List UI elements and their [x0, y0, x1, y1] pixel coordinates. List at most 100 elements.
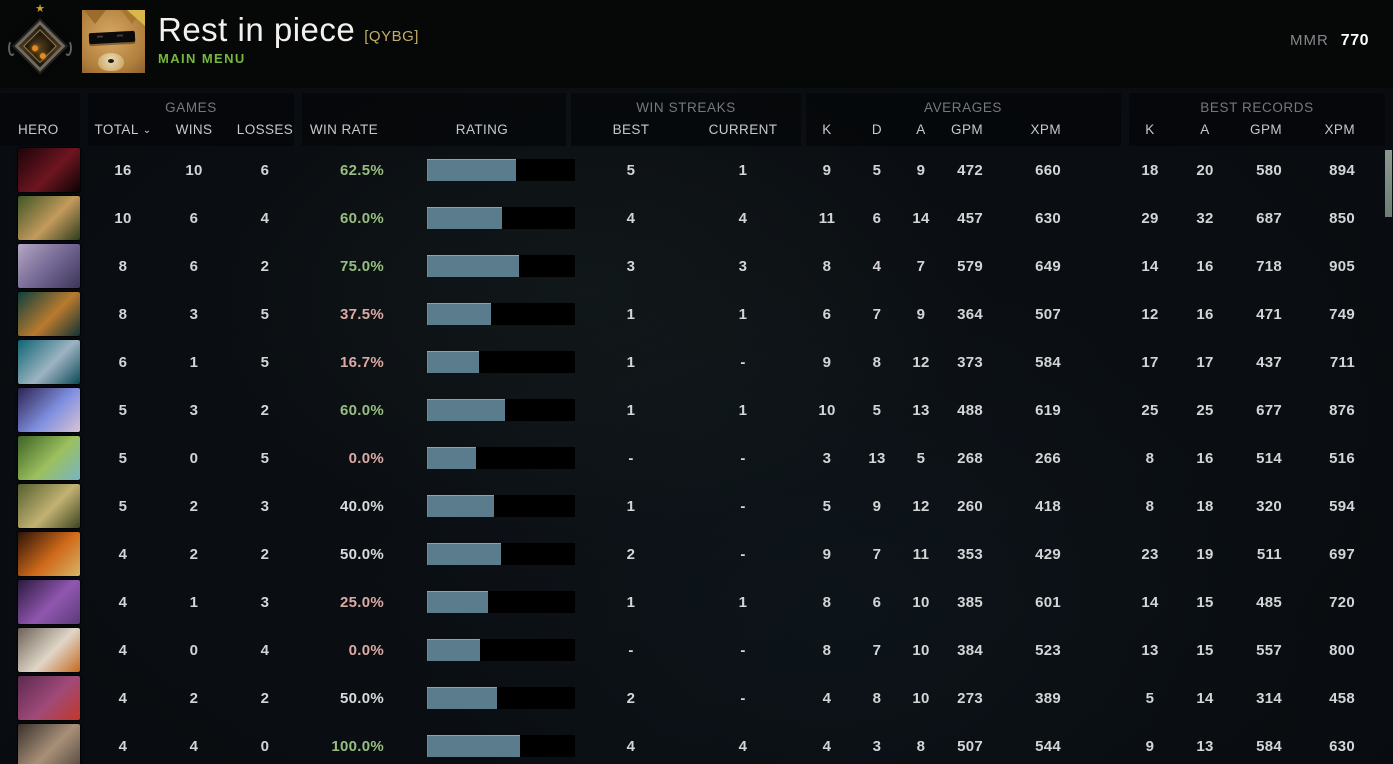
record-gpm-value: 314 — [1256, 689, 1282, 707]
col-header-win-rate[interactable]: WIN RATE — [309, 122, 379, 137]
wins-value: 1 — [189, 593, 199, 611]
hero-row-kunkka[interactable]: 4 4 0 100.0% 4 4 4 3 8 507 544 9 13 584 … — [0, 722, 1393, 764]
win-rate-value: 50.0% — [339, 545, 384, 563]
avg-kills-value: 3 — [822, 449, 832, 467]
best-streak-value: 1 — [626, 497, 636, 515]
hero-row-juggernaut[interactable]: 4 0 4 0.0% - - 8 7 10 384 523 13 15 557 … — [0, 626, 1393, 674]
col-header-gpm[interactable]: GPM — [951, 122, 983, 137]
col-header-rating[interactable]: RATING — [455, 122, 509, 137]
losses-value: 3 — [260, 593, 270, 611]
wins-value: 1 — [189, 353, 199, 371]
avg-xpm-value: 601 — [1035, 593, 1061, 611]
hero-portrait-anti-mage[interactable] — [18, 244, 80, 288]
record-assists-value: 13 — [1196, 737, 1214, 755]
rating-bar — [427, 591, 575, 613]
avatar-corner-decor — [127, 10, 145, 26]
hero-portrait-pudge[interactable] — [18, 484, 80, 528]
hero-row-sven[interactable]: 6 1 5 16.7% 1 - 9 8 12 373 584 17 17 437… — [0, 338, 1393, 386]
avg-gpm-value: 260 — [957, 497, 983, 515]
col-header-record-gpm[interactable]: GPM — [1250, 122, 1282, 137]
avg-xpm-value: 630 — [1035, 209, 1061, 227]
avg-xpm-value: 389 — [1035, 689, 1061, 707]
hero-row-faceless-void[interactable]: 4 1 3 25.0% 1 1 8 6 10 385 601 14 15 485… — [0, 578, 1393, 626]
hero-portrait-kunkka[interactable] — [18, 724, 80, 764]
avg-kills-value: 6 — [822, 305, 832, 323]
total-games-value: 4 — [118, 545, 128, 563]
record-assists-value: 15 — [1196, 641, 1214, 659]
panel-winrate — [302, 93, 566, 146]
hero-row-lion[interactable]: 4 2 2 50.0% 2 - 4 8 10 273 389 5 14 314 … — [0, 674, 1393, 722]
hero-portrait-slark[interactable] — [18, 292, 80, 336]
rating-bar-fill — [427, 303, 491, 325]
col-header-d[interactable]: D — [871, 122, 883, 137]
col-header-best[interactable]: BEST — [612, 122, 650, 137]
avatar[interactable] — [82, 10, 145, 73]
col-header-record-xpm[interactable]: XPM — [1324, 122, 1355, 137]
col-header-current[interactable]: CURRENT — [708, 122, 778, 137]
hero-row-monkey-king[interactable]: 10 6 4 60.0% 4 4 11 6 14 457 630 29 32 6… — [0, 194, 1393, 242]
col-header-record-k[interactable]: K — [1145, 122, 1155, 137]
hero-portrait-sven[interactable] — [18, 340, 80, 384]
current-streak-value: - — [740, 545, 746, 563]
hero-row-shadow-fiend[interactable]: 16 10 6 62.5% 5 1 9 5 9 472 660 18 20 58… — [0, 146, 1393, 194]
hero-portrait-doom[interactable] — [18, 532, 80, 576]
win-rate-value: 75.0% — [339, 257, 384, 275]
hero-row-natures-prophet[interactable]: 5 0 5 0.0% - - 3 13 5 268 266 8 16 514 5… — [0, 434, 1393, 482]
avg-kills-value: 5 — [822, 497, 832, 515]
record-xpm-value: 594 — [1329, 497, 1355, 515]
hero-row-slark[interactable]: 8 3 5 37.5% 1 1 6 7 9 364 507 12 16 471 … — [0, 290, 1393, 338]
hero-row-doom[interactable]: 4 2 2 50.0% 2 - 9 7 11 353 429 23 19 511… — [0, 530, 1393, 578]
hero-row-luna[interactable]: 5 3 2 60.0% 1 1 10 5 13 488 619 25 25 67… — [0, 386, 1393, 434]
win-rate-value: 0.0% — [348, 449, 384, 467]
group-label-averages: AVERAGES — [923, 100, 1003, 115]
record-assists-value: 15 — [1196, 593, 1214, 611]
doge-ear — [84, 10, 106, 24]
current-streak-value: 3 — [738, 257, 748, 275]
col-header-wins[interactable]: WINS — [175, 122, 213, 137]
col-header-a[interactable]: A — [916, 122, 926, 137]
record-assists-value: 19 — [1196, 545, 1214, 563]
avg-assists-value: 10 — [912, 593, 930, 611]
avg-gpm-value: 507 — [957, 737, 983, 755]
record-kills-value: 14 — [1141, 257, 1159, 275]
col-header-k[interactable]: K — [822, 122, 832, 137]
hero-portrait-juggernaut[interactable] — [18, 628, 80, 672]
col-header-losses[interactable]: LOSSES — [236, 122, 294, 137]
win-rate-value: 25.0% — [339, 593, 384, 611]
rating-bar-fill — [427, 639, 481, 661]
hero-portrait-monkey-king[interactable] — [18, 196, 80, 240]
scrollbar-thumb[interactable] — [1385, 150, 1392, 217]
hero-portrait-natures-prophet[interactable] — [18, 436, 80, 480]
rating-bar-fill — [427, 159, 516, 181]
col-header-total[interactable]: TOTAL ⌄ — [94, 122, 152, 137]
avg-deaths-value: 7 — [872, 545, 882, 563]
hero-portrait-lion[interactable] — [18, 676, 80, 720]
hero-portrait-faceless-void[interactable] — [18, 580, 80, 624]
panel-bestrecords — [1129, 93, 1385, 146]
avg-deaths-value: 4 — [872, 257, 882, 275]
record-assists-value: 14 — [1196, 689, 1214, 707]
best-streak-value: 2 — [626, 689, 636, 707]
avg-deaths-value: 5 — [872, 161, 882, 179]
win-rate-value: 100.0% — [331, 737, 384, 755]
rating-bar — [427, 735, 575, 757]
avg-deaths-value: 3 — [872, 737, 882, 755]
col-header-xpm[interactable]: XPM — [1030, 122, 1061, 137]
group-label-win-streaks: WIN STREAKS — [636, 100, 736, 115]
hero-portrait-luna[interactable] — [18, 388, 80, 432]
rating-bar-fill — [427, 495, 494, 517]
best-streak-value: 1 — [626, 401, 636, 419]
current-streak-value: - — [740, 689, 746, 707]
losses-value: 5 — [260, 305, 270, 323]
best-streak-value: 5 — [626, 161, 636, 179]
avg-xpm-value: 649 — [1035, 257, 1061, 275]
col-header-hero[interactable]: HERO — [18, 122, 59, 137]
hero-portrait-shadow-fiend[interactable] — [18, 148, 80, 192]
hero-row-pudge[interactable]: 5 2 3 40.0% 1 - 5 9 12 260 418 8 18 320 … — [0, 482, 1393, 530]
col-header-record-a[interactable]: A — [1200, 122, 1210, 137]
win-rate-value: 50.0% — [339, 689, 384, 707]
avg-deaths-value: 6 — [872, 209, 882, 227]
avg-gpm-value: 353 — [957, 545, 983, 563]
record-xpm-value: 800 — [1329, 641, 1355, 659]
hero-row-anti-mage[interactable]: 8 6 2 75.0% 3 3 8 4 7 579 649 14 16 718 … — [0, 242, 1393, 290]
